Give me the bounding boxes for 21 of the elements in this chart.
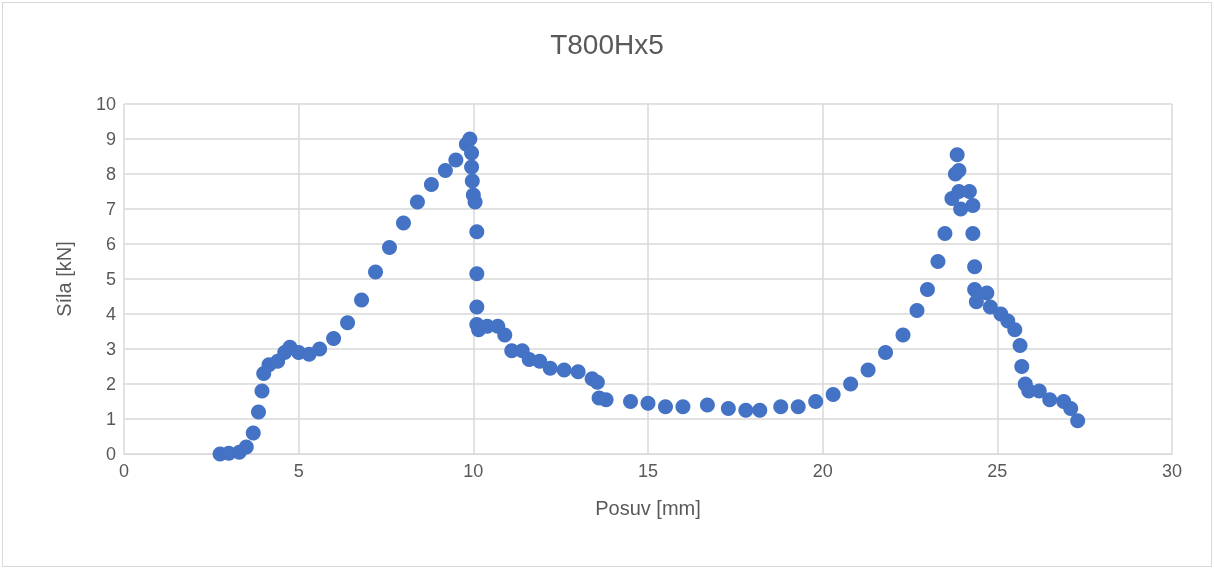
- x-tick-label: 10: [463, 461, 484, 481]
- y-tick-label: 2: [105, 374, 116, 394]
- y-tick-label: 4: [105, 304, 116, 324]
- x-tick-label: 25: [987, 461, 1008, 481]
- x-tick-label: 30: [1161, 461, 1183, 481]
- y-tick-label: 1: [105, 409, 116, 429]
- y-tick-label: 10: [95, 94, 116, 114]
- y-tick-label: 6: [105, 234, 116, 254]
- chart-title: T800Hx5: [550, 28, 664, 60]
- y-axis-title: Síla [kN]: [53, 241, 75, 317]
- y-tick-label: 9: [105, 129, 116, 149]
- x-axis-title: Posuv [mm]: [595, 497, 701, 519]
- y-tick-label: 0: [105, 444, 116, 464]
- x-tick-label: 5: [293, 461, 304, 481]
- x-tick-label: 20: [812, 461, 833, 481]
- y-tick-label: 3: [105, 339, 116, 359]
- y-tick-label: 5: [105, 269, 116, 289]
- x-tick-label: 0: [118, 461, 130, 481]
- y-tick-label: 7: [105, 199, 116, 219]
- y-tick-label: 8: [105, 164, 116, 184]
- x-tick-label: 15: [637, 461, 659, 481]
